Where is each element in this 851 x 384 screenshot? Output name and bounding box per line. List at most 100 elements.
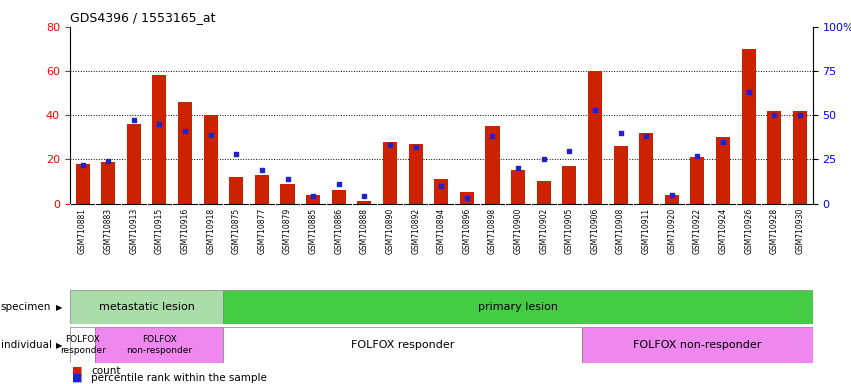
Point (383, 142, 397, 148)
Text: GSM710898: GSM710898 (488, 208, 497, 254)
Bar (511, 170, 525, 204)
Text: GSM710928: GSM710928 (770, 208, 779, 254)
Point (127, 118, 140, 124)
Text: GSM710905: GSM710905 (565, 208, 574, 254)
Point (537, 156, 551, 162)
Text: count: count (91, 366, 121, 376)
Text: percentile rank within the sample: percentile rank within the sample (91, 373, 267, 383)
Bar (485, 126, 500, 204)
Bar (70, 290, 224, 324)
Bar (537, 182, 551, 204)
Point (434, 183, 448, 189)
Bar (383, 142, 397, 204)
Bar (614, 146, 628, 204)
Point (742, 89, 756, 95)
Text: GSM710926: GSM710926 (744, 208, 753, 254)
Text: specimen: specimen (1, 302, 51, 312)
Text: GSM710875: GSM710875 (231, 208, 241, 254)
Bar (254, 175, 269, 204)
Text: ▶: ▶ (56, 303, 63, 312)
Point (768, 112, 781, 118)
Point (101, 158, 115, 164)
Text: GSM710881: GSM710881 (78, 208, 87, 254)
Text: GSM710886: GSM710886 (334, 208, 343, 254)
Bar (716, 137, 730, 204)
Point (255, 167, 269, 173)
Point (665, 192, 678, 198)
Text: FOLFOX
responder: FOLFOX responder (60, 335, 106, 355)
Point (152, 121, 166, 127)
Text: GSM710900: GSM710900 (514, 208, 523, 254)
Bar (224, 290, 813, 324)
Point (332, 181, 346, 187)
Text: GSM710915: GSM710915 (155, 208, 164, 254)
Text: GSM710888: GSM710888 (360, 208, 368, 254)
Text: ■: ■ (72, 373, 83, 383)
Point (511, 165, 525, 171)
Text: GSM710885: GSM710885 (309, 208, 317, 254)
Point (230, 151, 243, 157)
Text: GSM710883: GSM710883 (104, 208, 112, 254)
Point (408, 144, 422, 150)
Point (204, 132, 218, 138)
Bar (224, 327, 582, 363)
Bar (70, 327, 95, 363)
Text: GSM710916: GSM710916 (180, 208, 190, 254)
Text: FOLFOX non-responder: FOLFOX non-responder (633, 340, 762, 350)
Text: GSM710896: GSM710896 (462, 208, 471, 254)
Text: GSM710924: GSM710924 (718, 208, 728, 254)
Text: GDS4396 / 1553165_at: GDS4396 / 1553165_at (70, 11, 215, 24)
Text: ■: ■ (72, 366, 83, 376)
Bar (229, 177, 243, 204)
Point (717, 139, 730, 145)
Bar (101, 162, 115, 204)
Text: GSM710922: GSM710922 (693, 208, 702, 254)
Point (357, 194, 371, 200)
Text: GSM710879: GSM710879 (283, 208, 292, 254)
Bar (178, 102, 192, 204)
Point (178, 128, 191, 134)
Point (639, 133, 653, 139)
Text: primary lesion: primary lesion (478, 302, 558, 312)
Text: GSM710920: GSM710920 (667, 208, 677, 254)
Bar (639, 133, 654, 204)
Text: FOLFOX responder: FOLFOX responder (351, 340, 454, 350)
Point (486, 133, 500, 139)
Bar (357, 201, 371, 204)
Text: GSM710930: GSM710930 (796, 208, 804, 254)
Bar (793, 111, 807, 204)
Bar (95, 327, 224, 363)
Point (281, 176, 294, 182)
Bar (203, 115, 218, 204)
Text: GSM710913: GSM710913 (129, 208, 139, 254)
Bar (332, 190, 346, 204)
Point (793, 112, 807, 118)
Text: GSM710911: GSM710911 (642, 208, 651, 254)
Point (76, 162, 89, 168)
Bar (152, 76, 167, 204)
Bar (434, 179, 448, 204)
Bar (460, 192, 474, 204)
Text: metastatic lesion: metastatic lesion (99, 302, 195, 312)
Bar (127, 124, 141, 204)
Text: GSM710892: GSM710892 (411, 208, 420, 254)
Bar (588, 71, 602, 204)
Text: ▶: ▶ (56, 341, 63, 349)
Point (691, 153, 705, 159)
Text: GSM710908: GSM710908 (616, 208, 625, 254)
Text: GSM710906: GSM710906 (591, 208, 599, 254)
Bar (690, 157, 705, 204)
Bar (582, 327, 813, 363)
Point (588, 107, 602, 113)
Point (614, 130, 627, 136)
Text: individual: individual (1, 340, 52, 350)
Bar (665, 195, 679, 204)
Point (306, 194, 320, 200)
Point (563, 147, 576, 154)
Text: GSM710877: GSM710877 (257, 208, 266, 254)
Bar (76, 164, 89, 204)
Text: GSM710902: GSM710902 (540, 208, 548, 254)
Text: FOLFOX
non-responder: FOLFOX non-responder (127, 335, 192, 355)
Point (460, 195, 474, 201)
Text: GSM710918: GSM710918 (206, 208, 215, 254)
